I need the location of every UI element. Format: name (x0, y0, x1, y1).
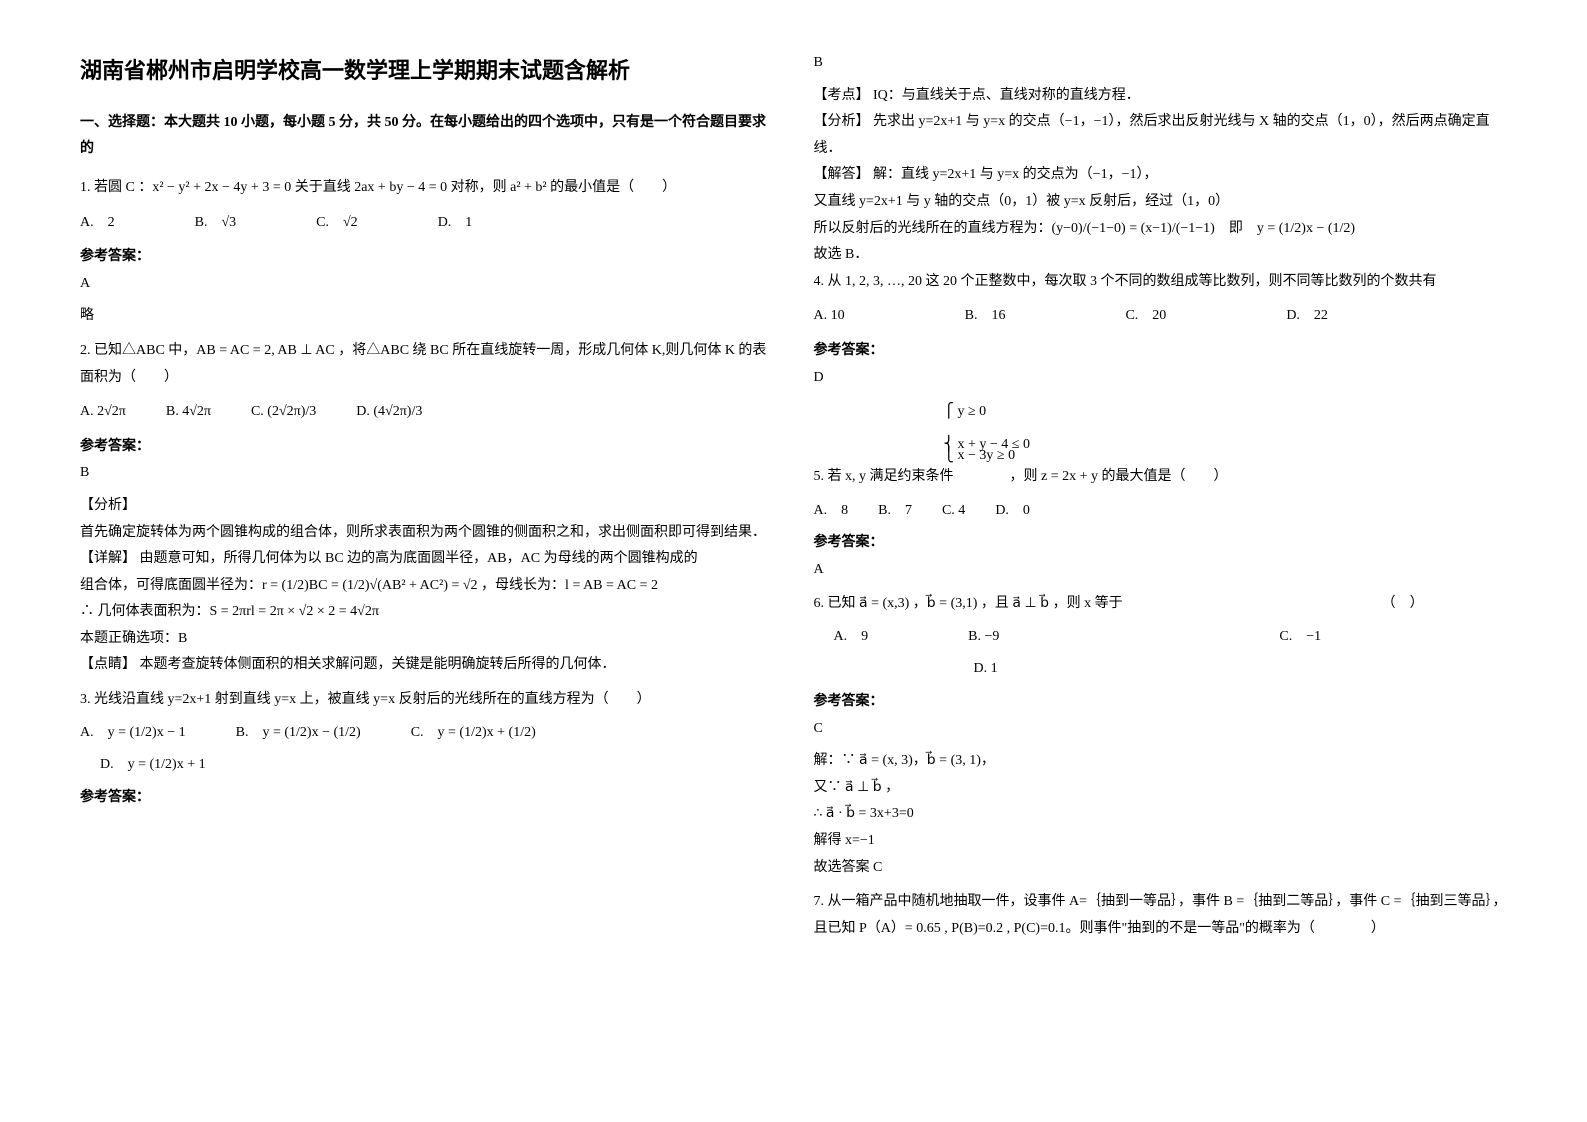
q5-opt-a: A. 8 (814, 498, 849, 525)
q2-analysis: 首先确定旋转体为两个圆锥构成的组合体，则所求表面积为两个圆锥的侧面积之和，求出侧… (80, 520, 774, 547)
q2-opt-d: D. (4√2π)/3 (356, 399, 422, 426)
q2-detail-4: 本题正确选项：B (80, 626, 774, 653)
q2-detail-3: ∴ 几何体表面积为：S = 2πrl = 2π × √2 × 2 = 4√2π (80, 599, 774, 626)
q1-opt-c: C. √2 (316, 210, 358, 237)
q6-options-row2: D. 1 (814, 656, 1508, 683)
q3-ans: B (814, 50, 1508, 77)
q3-ans-label: 参考答案： (80, 785, 774, 812)
q5-ans: A (814, 557, 1508, 584)
q2-detail-label: 【详解】 (80, 551, 136, 566)
q3-kaodian-label: 【考点】 (814, 88, 870, 103)
q3-kaodian: IQ：与直线关于点、直线对称的直线方程． (873, 88, 1140, 103)
q4-ans: D (814, 365, 1508, 392)
q1-stem: 1. 若圆 C ：x² − y² + 2x − 4y + 3 = 0 关于直线 … (80, 175, 774, 202)
q3-options-row2: D. y = (1/2)x + 1 (80, 752, 774, 779)
question-3: 3. 光线沿直线 y=2x+1 射到直线 y=x 上，被直线 y=x 反射后的光… (80, 687, 774, 811)
q2-opt-c: C. (2√2π)/3 (251, 399, 316, 426)
q6-solve-2: 又∵ a⃗ ⊥ b⃗ ， (814, 775, 1508, 802)
q1-note: 略 (80, 303, 774, 330)
q2-comment-label: 【点睛】 (80, 657, 136, 672)
q3-opt-a: A. y = (1/2)x − 1 (80, 720, 186, 747)
q3-opt-c: C. y = (1/2)x + (1/2) (411, 720, 536, 747)
q3-opt-d: D. y = (1/2)x + 1 (100, 752, 206, 779)
q3-options-row1: A. y = (1/2)x − 1 B. y = (1/2)x − (1/2) … (80, 720, 774, 747)
doc-title: 湖南省郴州市启明学校高一数学理上学期期末试题含解析 (80, 50, 774, 92)
q4-opt-d: D. 22 (1286, 303, 1328, 330)
q5-opt-d: D. 0 (995, 498, 1030, 525)
q2-analysis-label: 【分析】 (80, 493, 774, 520)
q6-solve-4: 解得 x=−1 (814, 828, 1508, 855)
q4-options: A. 10 B. 16 C. 20 D. 22 (814, 303, 1508, 330)
q4-ans-label: 参考答案： (814, 338, 1508, 365)
q3-solve-1: 解：直线 y=2x+1 与 y=x 的交点为（−1，−1）， (873, 167, 1157, 182)
q3-analysis: 先求出 y=2x+1 与 y=x 的交点（−1，−1），然后求出反射光线与 X … (814, 114, 1490, 156)
question-6: 6. 已知 a⃗ = (x,3) ，b⃗ = (3,1) ，且 a⃗ ⊥ b⃗ … (814, 591, 1508, 881)
q2-detail-1: 由题意可知，所得几何体为以 BC 边的高为底面圆半径，AB，AC 为母线的两个圆… (140, 551, 698, 566)
q7-stem: 7. 从一箱产品中随机地抽取一件，设事件 A=｛抽到一等品｝，事件 B =｛抽到… (814, 889, 1508, 942)
q3-analysis-label: 【分析】 (814, 114, 870, 129)
q6-opt-d: D. 1 (974, 656, 998, 683)
q6-solve-5: 故选答案 C (814, 855, 1508, 882)
q3-solve-3: 所以反射后的光线所在的直线方程为：(y−0)/(−1−0) = (x−1)/(−… (814, 216, 1508, 243)
q6-solve-3: ∴ a⃗ · b⃗ = 3x+3=0 (814, 801, 1508, 828)
q3-solve-2: 又直线 y=2x+1 与 y 轴的交点（0，1）被 y=x 反射后，经过（1，0… (814, 189, 1508, 216)
q3-solve-4: 故选 B． (814, 242, 1508, 269)
q2-ans-label: 参考答案： (80, 434, 774, 461)
q2-stem: 2. 已知△ABC 中，AB = AC = 2, AB ⊥ AC ，将△ABC … (80, 338, 774, 391)
q6-opt-c: C. −1 (1279, 624, 1321, 651)
q4-opt-c: C. 20 (1125, 303, 1166, 330)
q4-opt-b: B. 16 (965, 303, 1006, 330)
right-column: B 【考点】 IQ：与直线关于点、直线对称的直线方程． 【分析】 先求出 y=2… (794, 50, 1528, 1072)
q3-solve-label: 【解答】 (814, 167, 870, 182)
q2-ans: B (80, 460, 774, 487)
question-2: 2. 已知△ABC 中，AB = AC = 2, AB ⊥ AC ，将△ABC … (80, 338, 774, 679)
q2-options: A. 2√2π B. 4√2π C. (2√2π)/3 D. (4√2π)/3 (80, 399, 774, 426)
q4-opt-a: A. 10 (814, 303, 845, 330)
q5-opt-b: B. 7 (878, 498, 912, 525)
question-7: 7. 从一箱产品中随机地抽取一件，设事件 A=｛抽到一等品｝，事件 B =｛抽到… (814, 889, 1508, 942)
q2-opt-a: A. 2√2π (80, 399, 126, 426)
q6-ans-label: 参考答案： (814, 689, 1508, 716)
q1-opt-a: A. 2 (80, 210, 115, 237)
q6-ans: C (814, 716, 1508, 743)
q5-options: A. 8 B. 7 C. 4 D. 0 (814, 498, 1508, 525)
q5-cond-1: ⎧ y ≥ 0 (944, 399, 1508, 426)
q1-opt-d: D. 1 (438, 210, 473, 237)
q2-detail-2: 组合体，可得底面圆半径为：r = (1/2)BC = (1/2)√(AB² + … (80, 573, 774, 600)
question-1: 1. 若圆 C ：x² − y² + 2x − 4y + 3 = 0 关于直线 … (80, 175, 774, 330)
question-4: 4. 从 1, 2, 3, …, 20 这 20 个正整数中，每次取 3 个不同… (814, 269, 1508, 391)
q5-stem: 5. 若 x, y 满足约束条件 ，则 z = 2x + y 的最大值是（ ） (814, 464, 1228, 491)
section-1-header: 一、选择题：本大题共 10 小题，每小题 5 分，共 50 分。在每小题给出的四… (80, 110, 774, 163)
q5-opt-c: C. 4 (942, 498, 965, 525)
q4-stem: 4. 从 1, 2, 3, …, 20 这 20 个正整数中，每次取 3 个不同… (814, 269, 1508, 296)
q6-stem: 6. 已知 a⃗ = (x,3) ，b⃗ = (3,1) ，且 a⃗ ⊥ b⃗ … (814, 591, 1508, 618)
q6-solve-1: 解：∵ a⃗ = (x, 3)，b⃗ = (3, 1)， (814, 748, 1508, 775)
q2-opt-b: B. 4√2π (166, 399, 211, 426)
question-5: ⎧ y ≥ 0 ⎨ x + y − 4 ≤ 0 5. 若 x, y 满足约束条件… (814, 399, 1508, 583)
q1-opt-b: B. √3 (195, 210, 237, 237)
left-column: 湖南省郴州市启明学校高一数学理上学期期末试题含解析 一、选择题：本大题共 10 … (60, 50, 794, 1072)
q6-options-row1: A. 9 B. −9 C. −1 (814, 624, 1508, 651)
q6-opt-a: A. 9 (834, 624, 869, 651)
q2-comment: 本题考查旋转体侧面积的相关求解问题，关键是能明确旋转后所得的几何体． (140, 657, 616, 672)
q1-ans-label: 参考答案： (80, 244, 774, 271)
q5-ans-label: 参考答案： (814, 530, 1508, 557)
q6-opt-b: B. −9 (968, 624, 999, 651)
q3-stem: 3. 光线沿直线 y=2x+1 射到直线 y=x 上，被直线 y=x 反射后的光… (80, 687, 774, 714)
q1-ans: A (80, 271, 774, 298)
q1-options: A. 2 B. √3 C. √2 D. 1 (80, 210, 774, 237)
q3-opt-b: B. y = (1/2)x − (1/2) (236, 720, 361, 747)
